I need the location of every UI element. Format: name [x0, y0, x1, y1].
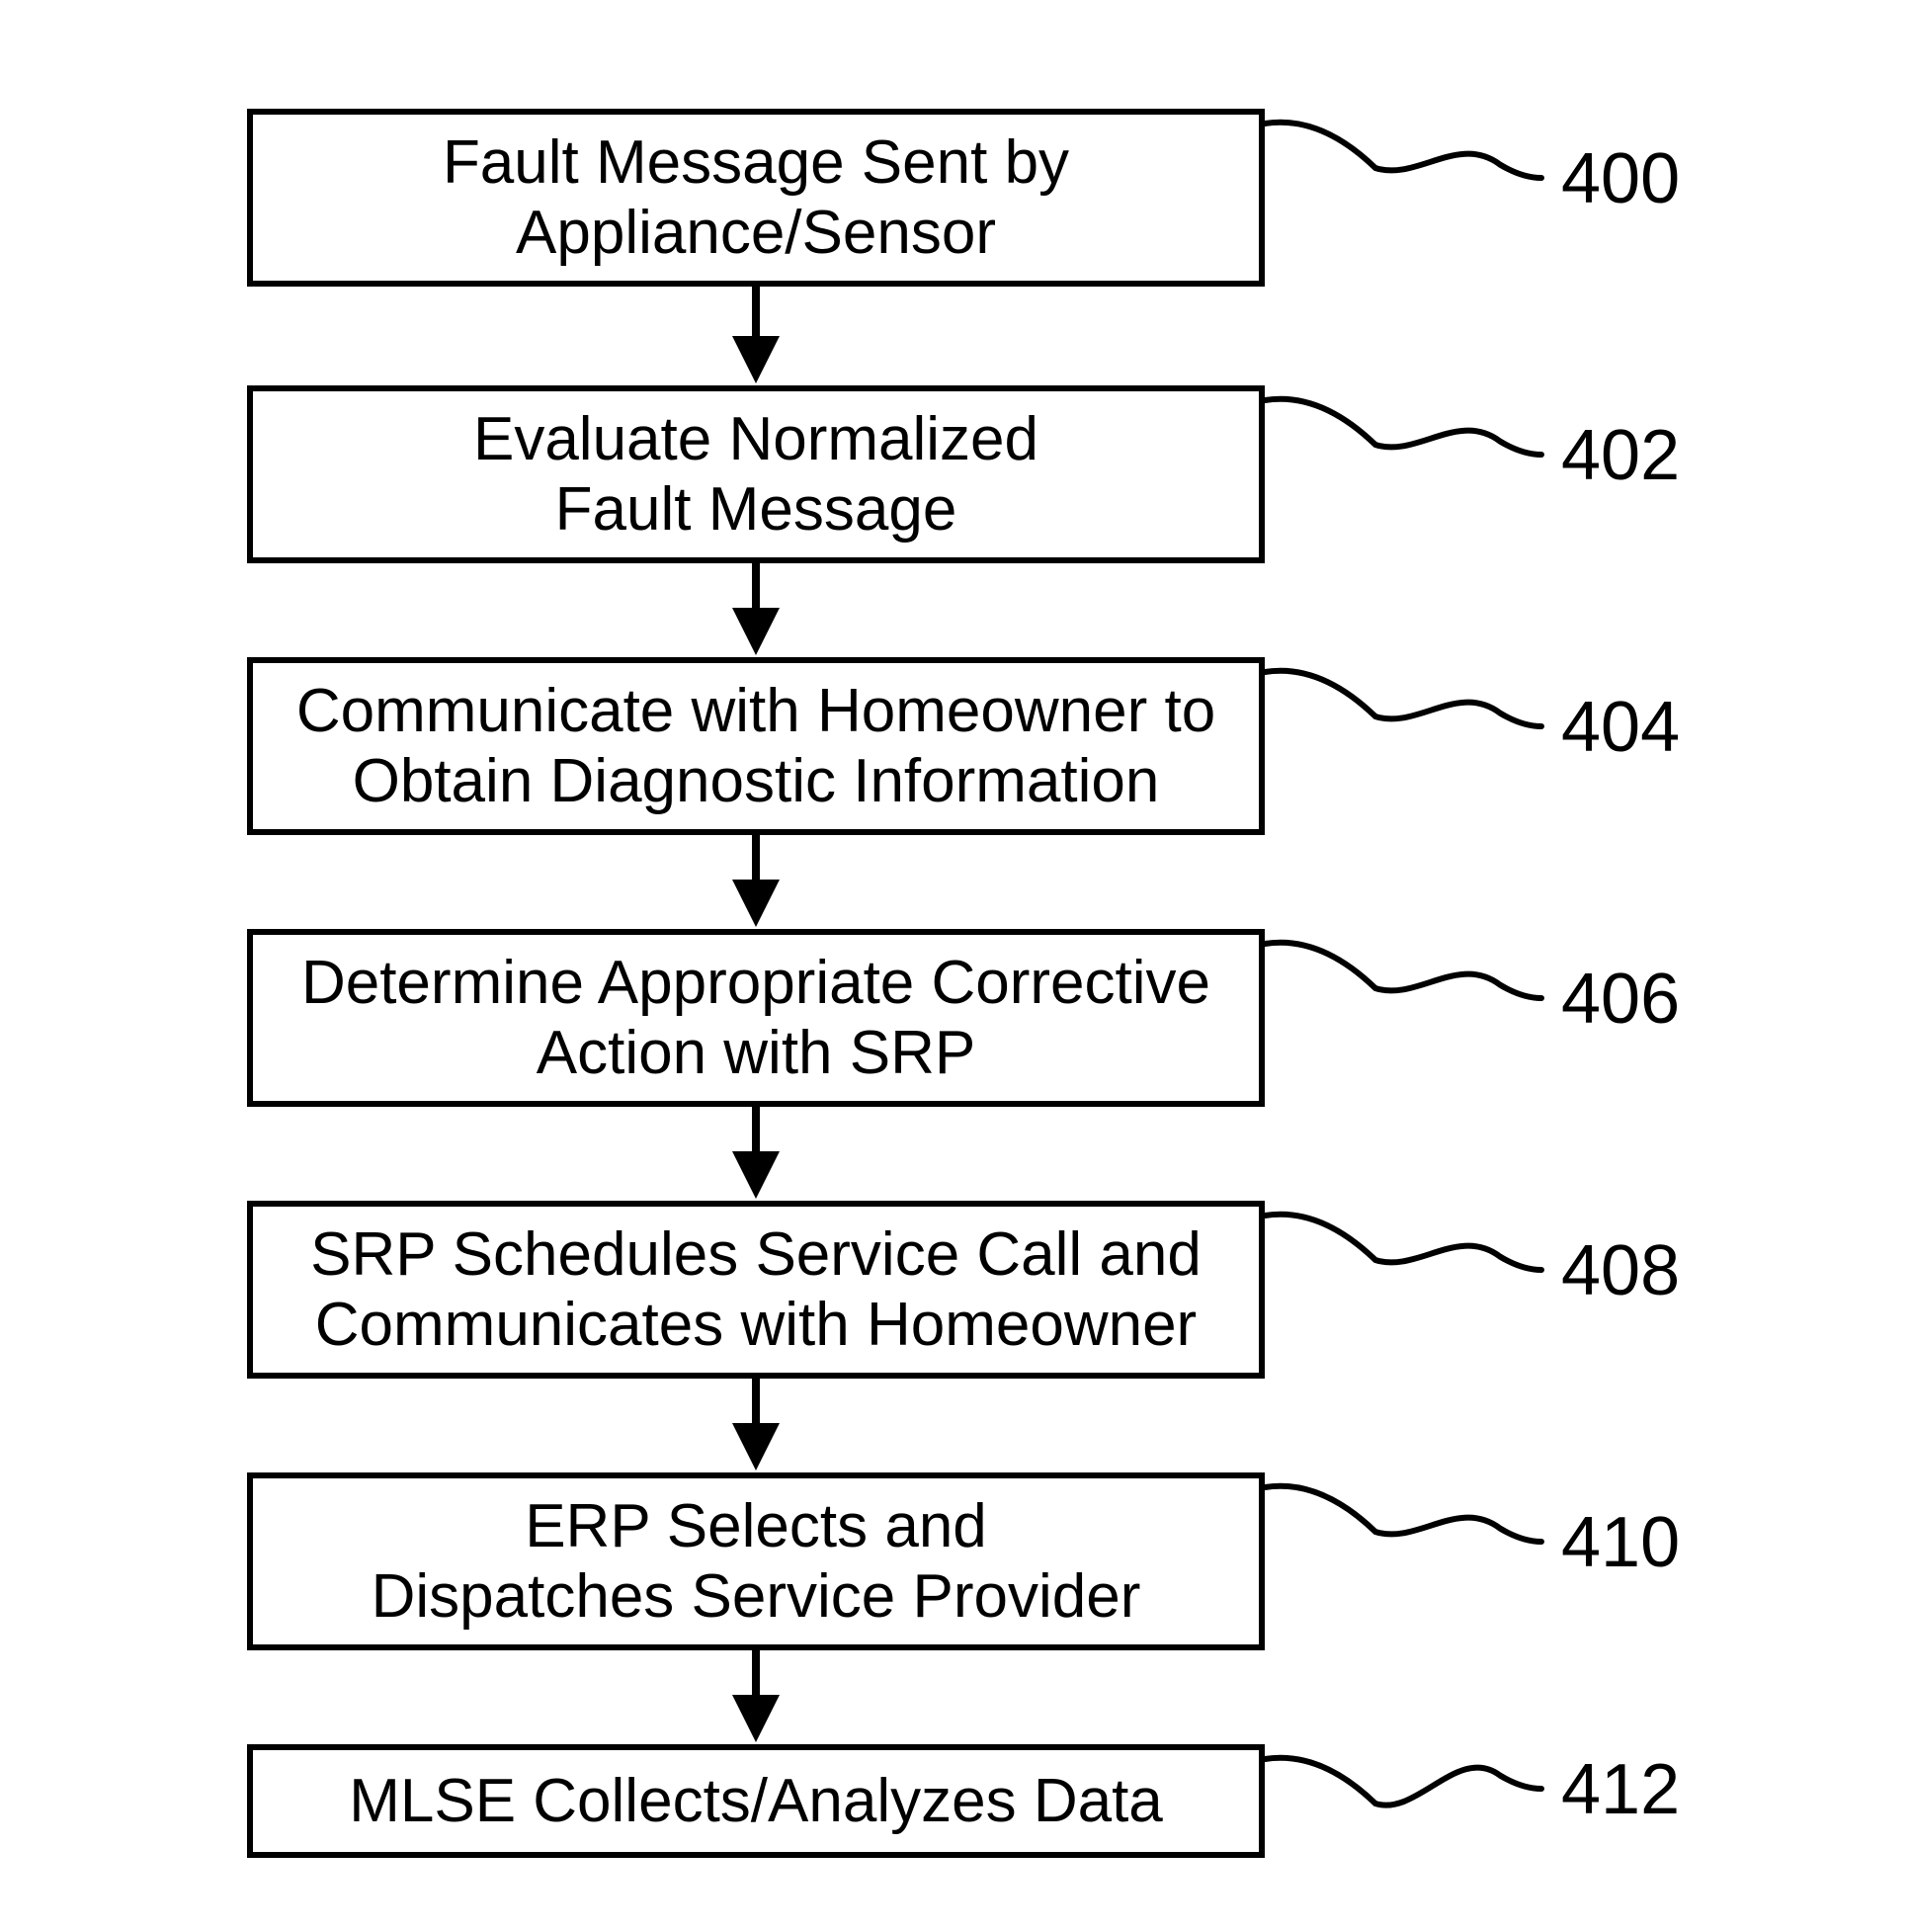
flow-label-410: 410: [1561, 1502, 1680, 1583]
flow-node-text: ERP Selects and Dispatches Service Provi…: [372, 1491, 1141, 1633]
flow-label-412: 412: [1561, 1749, 1680, 1830]
squiggle-connector: [1265, 123, 1541, 178]
flow-label-404: 404: [1561, 687, 1680, 768]
flow-node-n406: Determine Appropriate Corrective Action …: [247, 929, 1265, 1107]
squiggle-connector: [1265, 1758, 1541, 1806]
flow-node-text: Fault Message Sent by Appliance/Sensor: [443, 127, 1069, 269]
flow-node-n408: SRP Schedules Service Call and Communica…: [247, 1201, 1265, 1379]
flow-node-n410: ERP Selects and Dispatches Service Provi…: [247, 1472, 1265, 1650]
flow-node-text: MLSE Collects/Analyzes Data: [349, 1766, 1163, 1836]
flow-node-n400: Fault Message Sent by Appliance/Sensor: [247, 109, 1265, 287]
flow-label-408: 408: [1561, 1230, 1680, 1311]
flow-label-400: 400: [1561, 138, 1680, 219]
flow-node-text: Determine Appropriate Corrective Action …: [301, 948, 1210, 1089]
flow-label-402: 402: [1561, 415, 1680, 496]
flow-node-n404: Communicate with Homeowner to Obtain Dia…: [247, 657, 1265, 835]
squiggle-connector: [1265, 1215, 1541, 1270]
squiggle-connector: [1265, 1486, 1541, 1542]
squiggle-connector: [1265, 671, 1541, 726]
flowchart-canvas: Fault Message Sent by Appliance/Sensor 40…: [0, 0, 1908, 1932]
squiggle-connector: [1265, 943, 1541, 998]
flow-label-406: 406: [1561, 959, 1680, 1040]
flow-node-n402: Evaluate Normalized Fault Message: [247, 385, 1265, 563]
flow-node-text: SRP Schedules Service Call and Communica…: [310, 1219, 1202, 1361]
flow-node-n412: MLSE Collects/Analyzes Data: [247, 1744, 1265, 1858]
flow-node-text: Evaluate Normalized Fault Message: [473, 404, 1038, 546]
squiggle-connector: [1265, 399, 1541, 455]
flow-node-text: Communicate with Homeowner to Obtain Dia…: [296, 676, 1215, 817]
